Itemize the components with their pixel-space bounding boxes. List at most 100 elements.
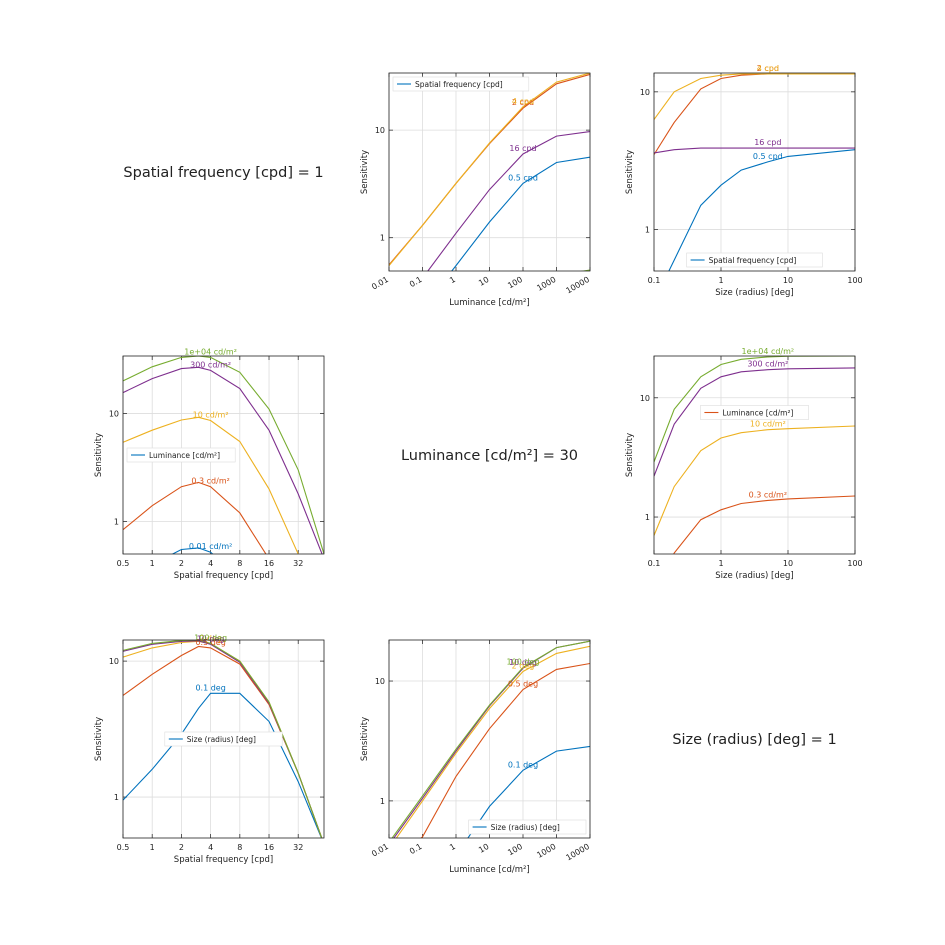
series-group <box>389 73 590 271</box>
x-tick-label: 1 <box>448 842 457 852</box>
x-tick-label: 0.01 <box>370 275 390 292</box>
x-tick-label: 2 <box>179 559 184 568</box>
curve-label: 0.1 deg <box>508 760 538 769</box>
legend-label: Spatial frequency [cpd] <box>415 80 503 89</box>
x-axis-label: Spatial frequency [cpd] <box>174 855 273 865</box>
y-axis-label: Sensitivity <box>360 717 370 761</box>
series-line <box>467 745 590 838</box>
cell-text: Spatial frequency [cpd] = 1 <box>123 165 323 181</box>
x-tick-label: 32 <box>293 559 303 568</box>
x-axis-label: Size (radius) [deg] <box>715 571 793 581</box>
y-axis-label: Sensitivity <box>625 150 635 194</box>
y-tick-label: 1 <box>114 517 119 526</box>
x-axis-label: Luminance [cd/m²] <box>449 298 529 308</box>
series-line <box>654 425 855 536</box>
series-line <box>668 149 855 271</box>
x-tick-label: 1 <box>150 843 155 852</box>
curve-label: 4 cpd <box>757 64 779 73</box>
legend-box <box>700 405 809 420</box>
legend-box <box>392 76 530 92</box>
curve-label: 1e+04 cd/m² <box>184 347 237 356</box>
series-line <box>673 495 855 554</box>
curve-label: 10 cd/m² <box>750 420 786 429</box>
series-line <box>123 416 299 554</box>
x-tick-label: 4 <box>208 843 213 852</box>
series-line <box>654 367 855 477</box>
x-tick-label: 1000 <box>535 842 557 860</box>
series-line <box>451 156 590 271</box>
curve-label: 2 deg <box>199 634 222 643</box>
plot-bg <box>654 356 855 554</box>
series-group <box>391 640 590 838</box>
curve-label: 0.1 deg <box>195 683 225 692</box>
x-axis-label: Spatial frequency [cpd] <box>174 571 273 581</box>
legend-label: Luminance [cd/m²] <box>149 451 220 460</box>
legend-box <box>686 252 823 268</box>
series-line <box>123 356 324 554</box>
series-line <box>123 640 323 838</box>
curve-label: 16 cpd <box>509 144 536 153</box>
legend-box <box>126 447 236 463</box>
x-tick-label: 16 <box>264 843 274 852</box>
y-tick-label: 10 <box>375 677 385 686</box>
curve-label: 16 cpd <box>754 138 781 147</box>
x-tick-label: 10 <box>477 842 490 855</box>
series-group <box>654 73 855 271</box>
curve-label: 0.5 cpd <box>508 173 538 182</box>
series-line <box>123 481 267 554</box>
curve-label: 10 deg <box>197 634 225 643</box>
series-line <box>391 640 590 838</box>
series-line <box>420 662 590 838</box>
x-tick-label: 0.1 <box>408 842 424 856</box>
x-tick-label: 0.1 <box>408 275 424 289</box>
y-tick-label: 1 <box>380 797 385 806</box>
curve-label: 300 cd/m² <box>747 360 788 369</box>
x-tick-label: 10000 <box>564 275 591 296</box>
x-tick-label: 1000 <box>535 275 557 293</box>
plot-frame <box>122 355 325 555</box>
curve-label: 0.3 cd/m² <box>191 477 229 486</box>
curve-label: 10 cd/m² <box>193 411 229 420</box>
legend-label: Size (radius) [deg] <box>187 735 256 744</box>
y-axis-label: Sensitivity <box>360 150 370 194</box>
plot-frame <box>122 639 325 839</box>
series-group <box>123 640 323 838</box>
y-tick-label: 10 <box>640 88 650 97</box>
curve-label: 0.3 cd/m² <box>749 490 787 499</box>
x-tick-label: 10000 <box>564 842 591 863</box>
x-tick-label: 0.5 <box>117 559 130 568</box>
legend-box <box>164 731 283 747</box>
x-tick-label: 100 <box>506 275 524 290</box>
y-tick-label: 1 <box>114 793 119 802</box>
y-tick-label: 10 <box>375 126 385 135</box>
y-axis-label: Sensitivity <box>94 433 104 477</box>
y-tick-label: 1 <box>645 226 650 235</box>
legend-label: Spatial frequency [cpd] <box>709 256 797 265</box>
plot-frame <box>653 72 856 272</box>
y-tick-label: 1 <box>380 234 385 243</box>
x-axis-label: Luminance [cd/m²] <box>449 865 529 875</box>
legend-box <box>468 819 587 835</box>
curve-label: 1e+04 cd/m² <box>742 347 795 356</box>
x-tick-label: 1 <box>718 559 723 568</box>
cell-text: Size (radius) [deg] = 1 <box>672 732 836 748</box>
x-tick-label: 1 <box>150 559 155 568</box>
series-group <box>123 356 324 554</box>
x-tick-label: 100 <box>847 276 862 285</box>
y-tick-label: 10 <box>109 409 119 418</box>
x-tick-label: 100 <box>847 559 862 568</box>
series-line <box>389 73 590 266</box>
x-tick-label: 10 <box>477 275 490 288</box>
x-axis-label: Size (radius) [deg] <box>715 288 793 298</box>
curve-label: 300 cd/m² <box>190 360 231 369</box>
x-tick-label: 1 <box>718 276 723 285</box>
plot-frame <box>388 72 591 272</box>
curve-label: 4 cpd <box>512 97 534 106</box>
x-tick-label: 100 <box>506 842 524 857</box>
x-tick-label: 10 <box>783 559 793 568</box>
plot-bg <box>654 73 855 271</box>
curve-label: 0.5 deg <box>195 638 225 647</box>
series-line <box>123 692 323 838</box>
curve-label: 2 deg <box>512 662 535 671</box>
x-tick-label: 2 <box>179 843 184 852</box>
